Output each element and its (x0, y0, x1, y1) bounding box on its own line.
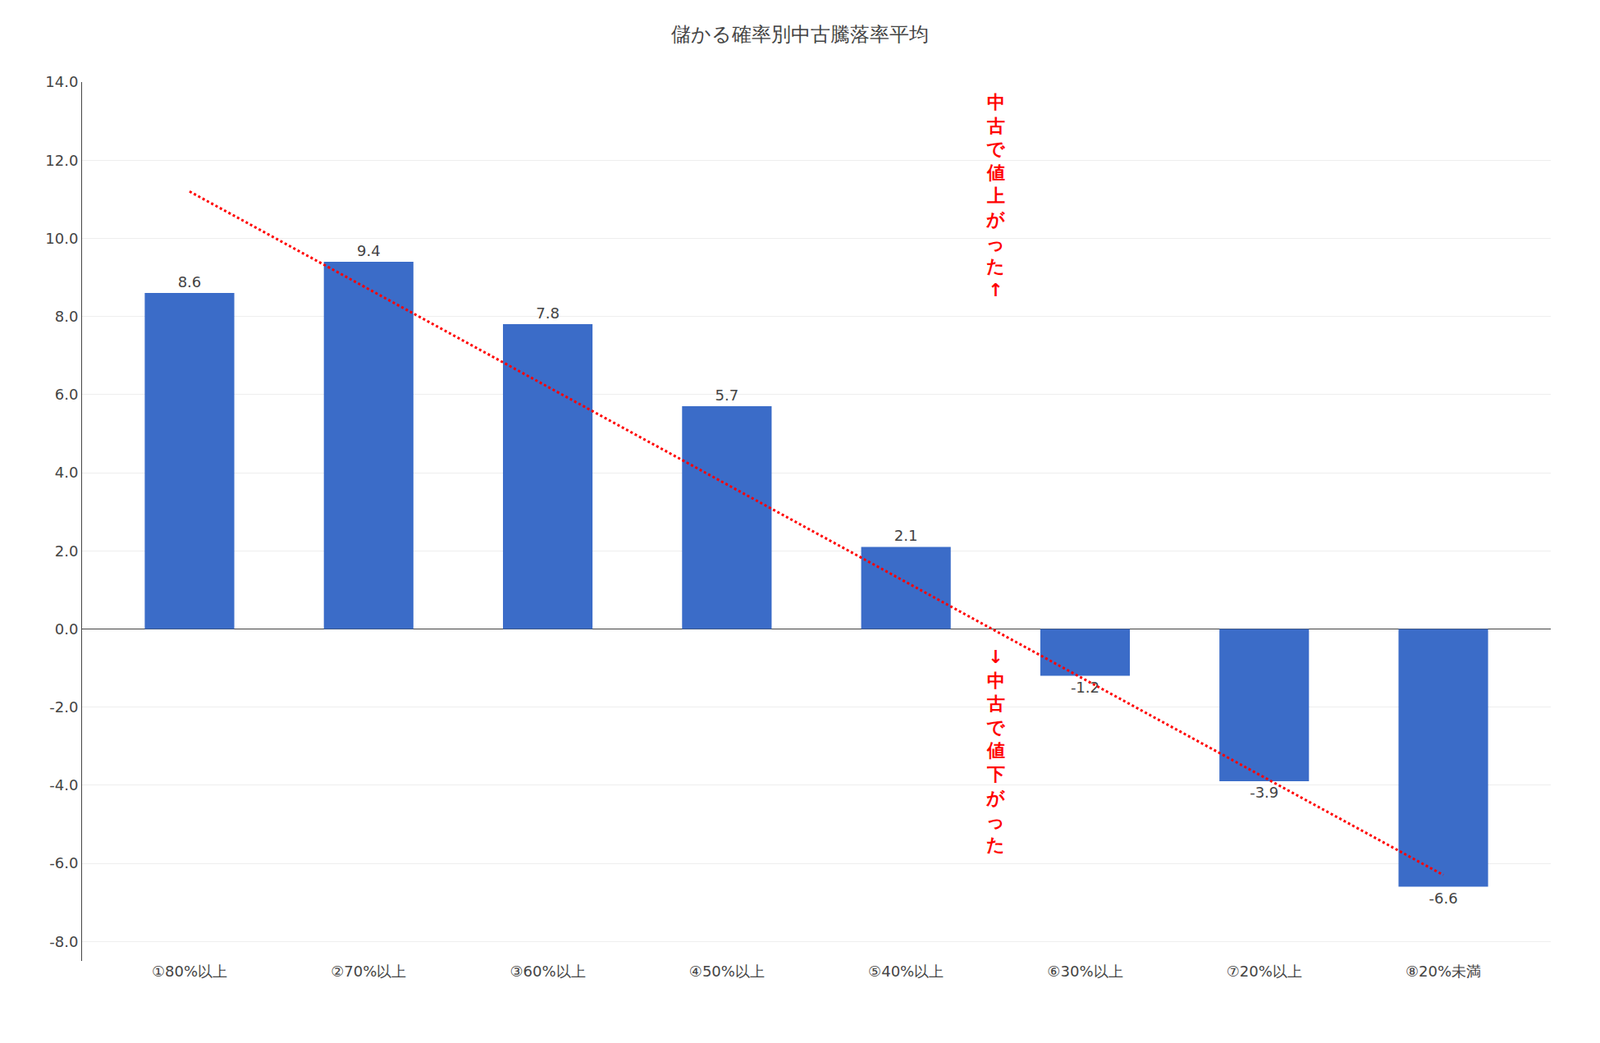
svg-text:-3.9: -3.9 (1249, 783, 1279, 801)
svg-text:-6.0: -6.0 (49, 854, 78, 872)
svg-text:8.0: 8.0 (54, 307, 79, 325)
svg-text:⑤40%以上: ⑤40%以上 (868, 962, 944, 980)
svg-text:-6.6: -6.6 (1428, 889, 1458, 907)
svg-text:2.1: 2.1 (894, 526, 919, 544)
svg-text:10.0: 10.0 (45, 229, 78, 247)
svg-text:14.0: 14.0 (45, 73, 78, 91)
svg-text:9.4: 9.4 (356, 242, 381, 260)
svg-text:6.0: 6.0 (54, 385, 79, 403)
svg-text:↓中古で値下がった: ↓中古で値下がった (985, 646, 1006, 855)
svg-text:2.0: 2.0 (54, 542, 79, 560)
svg-text:0.0: 0.0 (54, 620, 79, 638)
svg-text:③60%以上: ③60%以上 (509, 962, 586, 980)
svg-text:5.7: 5.7 (715, 386, 740, 404)
svg-text:-2.0: -2.0 (49, 698, 78, 716)
svg-text:⑧20%未満: ⑧20%未満 (1405, 962, 1482, 980)
svg-text:8.6: 8.6 (178, 273, 202, 291)
svg-text:-8.0: -8.0 (49, 932, 78, 951)
svg-text:-4.0: -4.0 (49, 776, 78, 794)
svg-text:7.8: 7.8 (535, 304, 560, 322)
svg-text:④50%以上: ④50%以上 (689, 962, 765, 980)
svg-text:①80%以上: ①80%以上 (151, 962, 228, 980)
svg-text:中古で値上がった↑: 中古で値上がった↑ (985, 91, 1006, 301)
svg-text:12.0: 12.0 (45, 151, 78, 170)
svg-text:4.0: 4.0 (54, 463, 79, 481)
svg-text:儲かる確率別中古騰落率平均: 儲かる確率別中古騰落率平均 (671, 22, 929, 46)
svg-text:⑥30%以上: ⑥30%以上 (1046, 962, 1123, 980)
svg-text:②70%以上: ②70%以上 (330, 962, 407, 980)
svg-text:⑦20%以上: ⑦20%以上 (1226, 962, 1303, 980)
svg-text:-1.2: -1.2 (1070, 678, 1100, 696)
